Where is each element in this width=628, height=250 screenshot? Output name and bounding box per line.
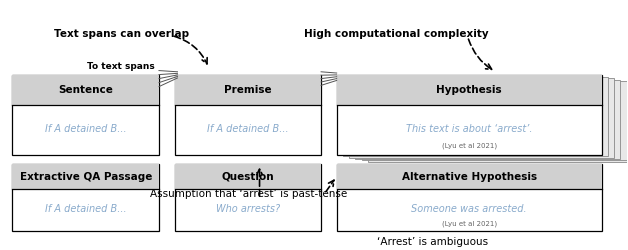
Bar bbox=[343, 77, 608, 156]
Text: (Lyu et al 2021): (Lyu et al 2021) bbox=[441, 220, 497, 227]
Bar bbox=[175, 164, 321, 231]
Text: Assumption that ‘arrest’ is past-tense: Assumption that ‘arrest’ is past-tense bbox=[149, 189, 347, 199]
Text: (Lyu et al 2021): (Lyu et al 2021) bbox=[441, 142, 497, 149]
Text: ‘Arrest’ is ambiguous: ‘Arrest’ is ambiguous bbox=[377, 237, 489, 247]
Text: High computational complexity: High computational complexity bbox=[303, 28, 488, 38]
Bar bbox=[349, 78, 614, 158]
Text: Someone was arrested.: Someone was arrested. bbox=[411, 204, 527, 214]
Text: This text is about ‘arrest’.: This text is about ‘arrest’. bbox=[406, 124, 533, 134]
Bar bbox=[13, 76, 159, 154]
Bar bbox=[175, 76, 321, 154]
Text: Sentence: Sentence bbox=[58, 85, 113, 95]
Bar bbox=[368, 83, 628, 162]
Text: If A detained B...: If A detained B... bbox=[45, 124, 126, 134]
Text: Question: Question bbox=[222, 172, 274, 182]
Bar bbox=[13, 164, 159, 231]
Bar bbox=[175, 76, 321, 105]
Text: Who arrests?: Who arrests? bbox=[216, 204, 280, 214]
Text: Extractive QA Passage: Extractive QA Passage bbox=[19, 172, 152, 182]
Bar bbox=[337, 164, 602, 189]
Text: Text spans can overlap: Text spans can overlap bbox=[54, 28, 189, 38]
Bar bbox=[337, 76, 602, 154]
Text: Premise: Premise bbox=[224, 85, 272, 95]
Text: If A detained B...: If A detained B... bbox=[207, 124, 289, 134]
Bar bbox=[337, 164, 602, 231]
Bar bbox=[13, 164, 159, 189]
Bar bbox=[362, 82, 627, 160]
Text: Hypothesis: Hypothesis bbox=[436, 85, 502, 95]
Bar bbox=[13, 76, 159, 105]
Bar bbox=[355, 80, 620, 159]
Bar bbox=[175, 164, 321, 189]
Bar bbox=[337, 76, 602, 105]
Text: To text spans: To text spans bbox=[87, 62, 155, 71]
Text: If A detained B...: If A detained B... bbox=[45, 204, 126, 214]
Text: Alternative Hypothesis: Alternative Hypothesis bbox=[402, 172, 537, 182]
